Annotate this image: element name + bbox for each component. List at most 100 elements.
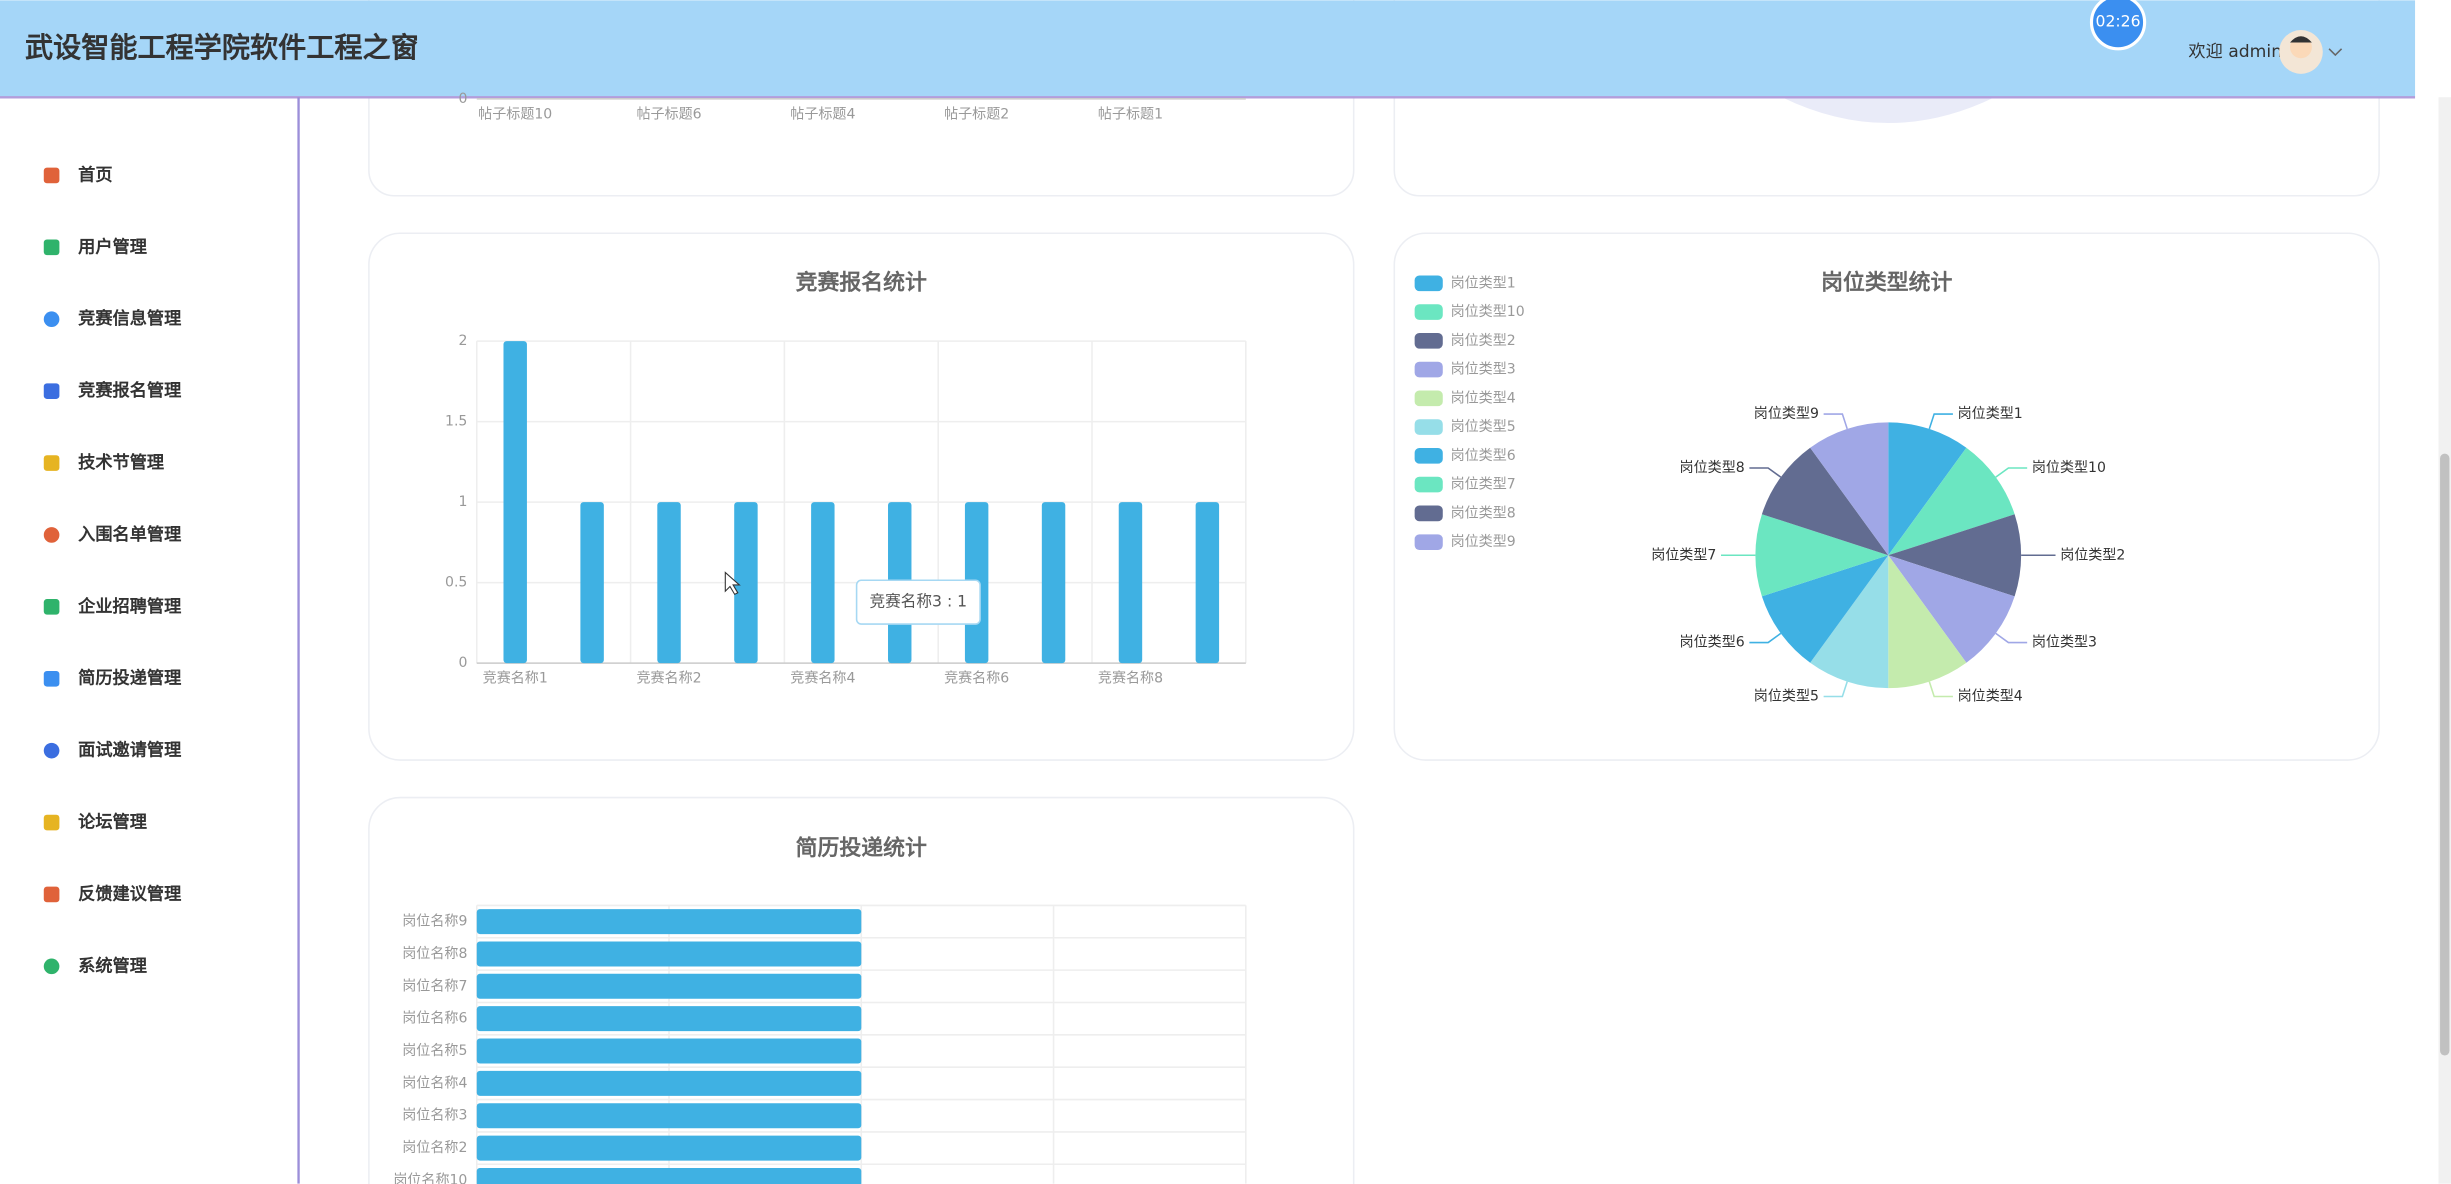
y-tick-label: 岗位名称10 <box>393 1172 467 1184</box>
menu-icon <box>43 527 60 543</box>
chart-title: 简历投递统计 <box>796 835 927 861</box>
legend-label[interactable]: 岗位类型8 <box>1451 505 1516 521</box>
site-title: 武设智能工程学院软件工程之窗 <box>25 31 419 64</box>
menu-item[interactable]: 企业招聘管理 <box>77 596 181 617</box>
bar <box>476 909 862 935</box>
scroll-thumb[interactable] <box>2440 453 2450 1056</box>
legend-swatch[interactable] <box>1414 448 1443 464</box>
cursor <box>724 571 741 596</box>
y-tick-label: 2 <box>458 333 467 349</box>
leader-line <box>1995 467 2028 478</box>
legend-swatch[interactable] <box>1414 390 1443 407</box>
legend-label[interactable]: 岗位类型3 <box>1451 362 1516 378</box>
leader-line <box>1823 413 1848 430</box>
leader-line <box>1995 632 2028 644</box>
menu-item[interactable]: 技术节管理 <box>78 452 164 473</box>
bar <box>1195 502 1220 664</box>
pie-slice <box>1888 422 1967 556</box>
menu-icon <box>43 167 60 184</box>
menu-item[interactable]: 简历投递管理 <box>78 668 181 689</box>
leader-line <box>1749 467 1782 478</box>
chevron[interactable] <box>2328 48 2343 57</box>
header <box>0 0 2416 98</box>
tooltip <box>855 579 981 625</box>
bar <box>503 341 527 664</box>
y-tick-label: 岗位名称7 <box>402 978 467 994</box>
bar <box>1118 502 1143 664</box>
pie-slice <box>1888 555 1967 689</box>
tooltip-text: 竞赛名称3 : 1 <box>870 592 968 611</box>
menu-item[interactable]: 反馈建议管理 <box>78 883 181 904</box>
legend-swatch[interactable] <box>1414 275 1443 292</box>
menu-item[interactable]: 竞赛报名管理 <box>78 380 181 401</box>
y-tick-label: 岗位名称8 <box>402 946 467 962</box>
bar <box>476 973 862 999</box>
legend-label[interactable]: 岗位类型2 <box>1451 333 1516 349</box>
slice-label: 岗位类型1 <box>1958 406 2023 422</box>
bar <box>657 502 681 664</box>
y-tick-label: 1 <box>458 494 467 510</box>
chart-title: 岗位类型统计 <box>1821 269 1952 295</box>
legend-swatch[interactable] <box>1414 304 1443 320</box>
menu-item[interactable]: 竞赛信息管理 <box>78 308 181 329</box>
menu-icon <box>43 742 60 759</box>
leader-line <box>1749 632 1782 644</box>
legend-swatch[interactable] <box>1414 332 1443 349</box>
menu-item[interactable]: 论坛管理 <box>78 812 147 833</box>
x-tick-label: 竞赛名称8 <box>1098 670 1163 687</box>
slice-label: 岗位类型7 <box>1651 547 1716 563</box>
pie-slice <box>1888 555 2015 663</box>
bar <box>1041 502 1066 664</box>
y-tick-label: 岗位名称3 <box>402 1108 467 1124</box>
y-tick-label: 0 <box>458 91 467 107</box>
menu-icon <box>43 814 60 831</box>
y-tick-label: 岗位名称2 <box>402 1140 467 1156</box>
menu-item[interactable]: 入围名单管理 <box>78 524 181 545</box>
legend-label[interactable]: 岗位类型10 <box>1451 304 1525 320</box>
x-tick-label: 竞赛名称1 <box>483 670 548 687</box>
slice-label: 岗位类型8 <box>1680 460 1745 476</box>
legend-swatch[interactable] <box>1414 534 1443 550</box>
y-tick-label: 岗位名称4 <box>402 1075 467 1091</box>
legend-label[interactable]: 岗位类型6 <box>1451 448 1516 464</box>
bar <box>811 502 835 664</box>
clock-text: 02:26 <box>2096 12 2141 31</box>
legend-label[interactable]: 岗位类型7 <box>1451 477 1516 493</box>
menu-icon <box>43 383 60 399</box>
chart-title: 竞赛报名统计 <box>796 269 927 295</box>
menu-item[interactable]: 首页 <box>78 164 112 185</box>
y-tick-label: 1.5 <box>445 414 467 430</box>
legend-swatch[interactable] <box>1414 476 1443 493</box>
legend-label[interactable]: 岗位类型5 <box>1451 419 1516 435</box>
legend-swatch[interactable] <box>1414 361 1443 378</box>
leader-line <box>1823 681 1848 698</box>
y-tick-label: 岗位名称9 <box>402 914 467 930</box>
pie-fragment <box>1781 97 1995 124</box>
y-tick-label: 0.5 <box>445 575 467 591</box>
bar <box>476 1103 862 1129</box>
x-tick-label: 帖子标题1 <box>1098 106 1163 122</box>
bar <box>476 1135 862 1161</box>
bar <box>734 502 758 664</box>
legend-swatch[interactable] <box>1414 505 1443 522</box>
x-tick-label: 帖子标题4 <box>790 106 855 122</box>
leader-line <box>1928 681 1953 698</box>
pie-slice <box>1761 447 1889 556</box>
menu-item[interactable]: 系统管理 <box>78 955 147 976</box>
x-tick-label: 帖子标题10 <box>478 106 552 122</box>
menu-item[interactable]: 面试邀请管理 <box>78 740 181 761</box>
slice-label: 岗位类型9 <box>1754 406 1819 422</box>
x-tick-label: 竞赛名称4 <box>790 670 855 687</box>
welcome[interactable]: 欢迎 admin <box>2188 42 2282 62</box>
menu-item[interactable]: 用户管理 <box>78 236 147 257</box>
legend-label[interactable]: 岗位类型9 <box>1451 534 1516 550</box>
legend-swatch[interactable] <box>1414 419 1443 435</box>
x-tick-label: 竞赛名称2 <box>636 670 701 687</box>
x-tick-label: 帖子标题2 <box>944 106 1009 122</box>
y-tick-label: 岗位名称5 <box>402 1043 467 1059</box>
y-tick-label: 岗位名称6 <box>402 1011 467 1027</box>
legend-label[interactable]: 岗位类型1 <box>1451 275 1516 291</box>
x-tick-label: 竞赛名称6 <box>944 670 1009 687</box>
legend-label[interactable]: 岗位类型4 <box>1451 390 1516 406</box>
